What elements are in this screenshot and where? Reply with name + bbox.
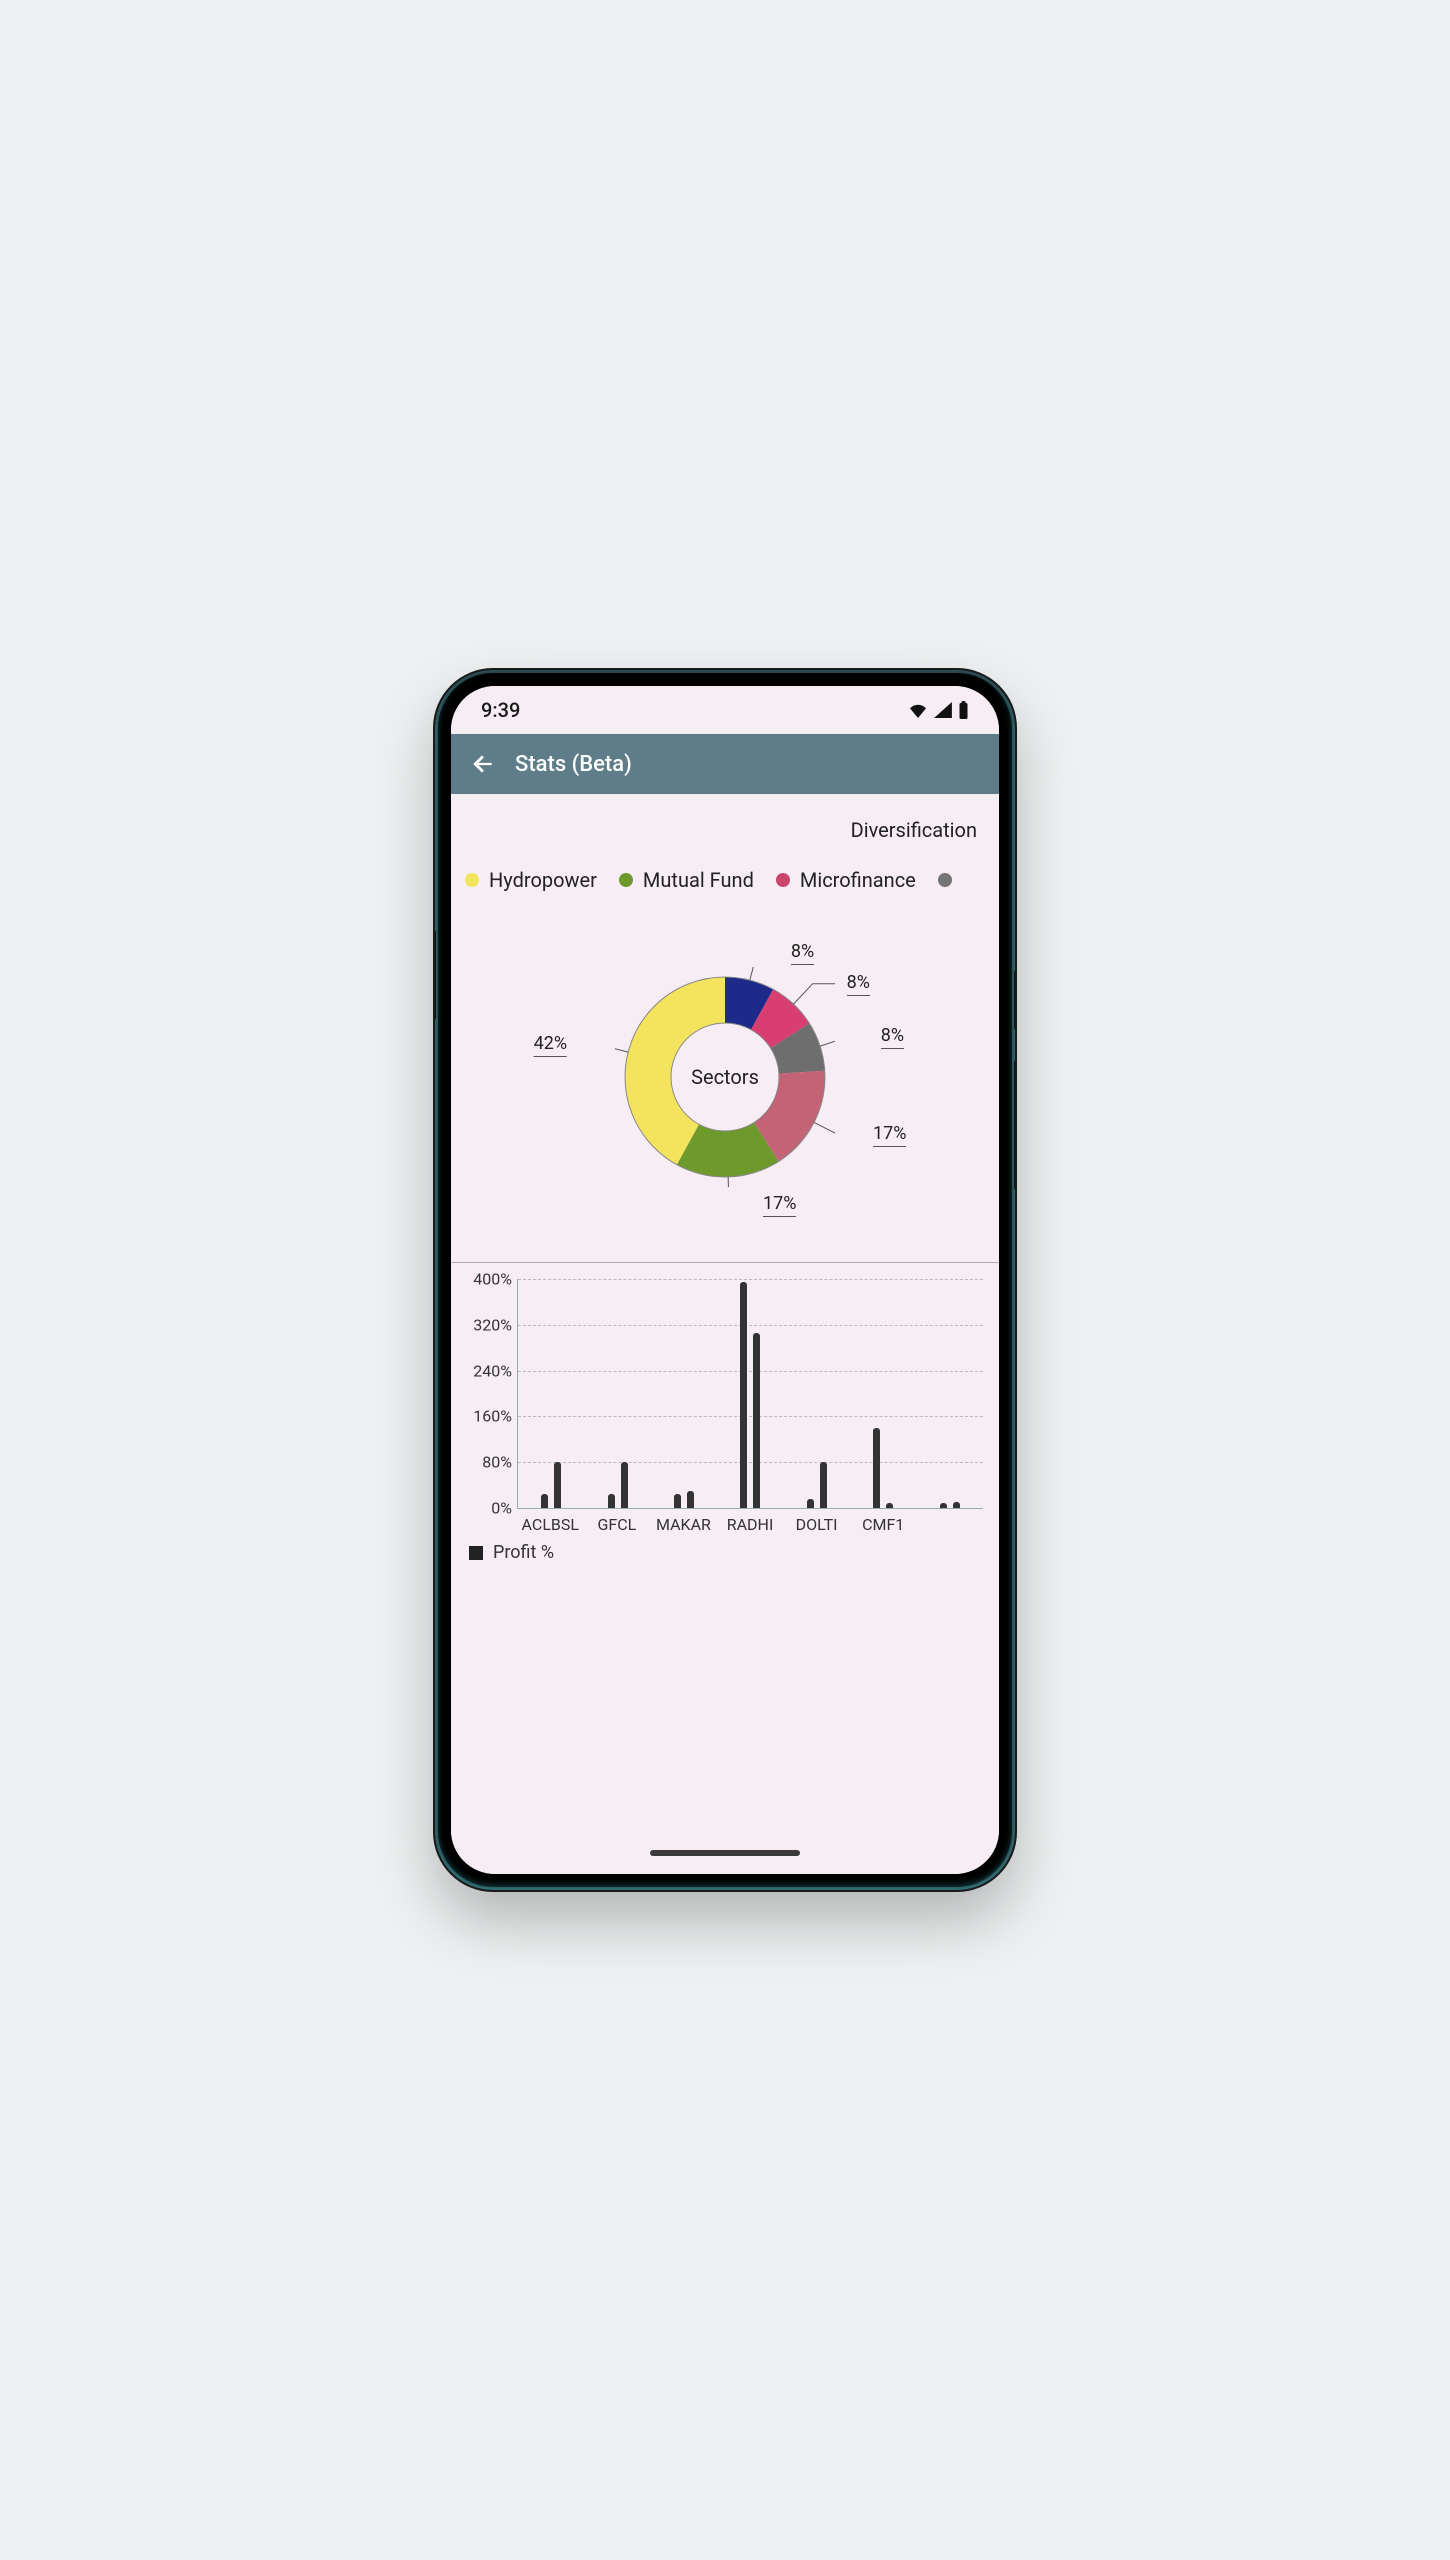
side-button-power (1014, 1060, 1015, 1190)
page-title: Stats (Beta) (515, 752, 632, 777)
bar[interactable] (953, 1502, 960, 1508)
battery-icon (958, 701, 969, 719)
x-tick: GFCL (584, 1509, 651, 1534)
back-button[interactable] (465, 746, 501, 782)
section-title: Diversification (451, 794, 999, 842)
status-time: 9:39 (481, 698, 520, 722)
status-bar: 9:39 (451, 686, 999, 734)
donut-legend: Hydropower Mutual Fund Microfinance (451, 842, 999, 892)
bar-group (584, 1279, 650, 1508)
arrow-left-icon (470, 751, 496, 777)
wifi-icon (908, 702, 928, 718)
bar[interactable] (541, 1494, 548, 1508)
x-tick: DOLTI (783, 1509, 850, 1534)
legend-label: Mutual Fund (643, 868, 754, 892)
x-tick: RADHI (717, 1509, 784, 1534)
donut-slice-label: 42% (534, 1033, 567, 1057)
x-tick: ACLBSL (517, 1509, 584, 1534)
bar-legend-label: Profit % (493, 1542, 554, 1563)
legend-item: Microfinance (776, 868, 916, 892)
bar[interactable] (554, 1462, 561, 1508)
app-bar: Stats (Beta) (451, 734, 999, 794)
bar[interactable] (873, 1428, 880, 1508)
bar-group (850, 1279, 916, 1508)
side-button-vol (1014, 970, 1015, 1030)
x-tick (916, 1509, 983, 1534)
legend-label: Microfinance (800, 868, 916, 892)
y-tick: 400% (460, 1270, 512, 1289)
donut-slice-label: 8% (881, 1025, 904, 1049)
legend-dot (465, 873, 479, 887)
bar-chart: 0%80%160%240%320%400% ACLBSLGFCLMAKARRAD… (451, 1263, 999, 1563)
bar[interactable] (807, 1499, 814, 1508)
bar[interactable] (886, 1503, 893, 1508)
bar-legend-swatch (469, 1546, 483, 1560)
bar-chart-plot: 0%80%160%240%320%400% (517, 1279, 983, 1509)
legend-dot (619, 873, 633, 887)
donut-chart: Sectors 8% 8% 8% 17% 17% 42% (451, 892, 999, 1262)
bar-x-labels: ACLBSLGFCLMAKARRADHIDOLTICMF1 (517, 1509, 983, 1534)
stage: 9:39 (313, 555, 1138, 2005)
donut-center-label: Sectors (691, 1065, 759, 1089)
legend-dot (938, 873, 952, 887)
y-tick: 240% (460, 1361, 512, 1380)
bar-group (917, 1279, 983, 1508)
donut-slice-label: 8% (791, 941, 814, 965)
bar[interactable] (621, 1462, 628, 1508)
legend-dot (776, 873, 790, 887)
phone-frame: 9:39 (435, 670, 1015, 1890)
y-tick: 0% (460, 1499, 512, 1518)
bar[interactable] (687, 1491, 694, 1508)
nav-pill[interactable] (650, 1850, 800, 1856)
y-tick: 320% (460, 1315, 512, 1334)
donut-slice-label: 17% (873, 1123, 906, 1147)
bar-group (784, 1279, 850, 1508)
x-tick: MAKAR (650, 1509, 717, 1534)
bar[interactable] (753, 1333, 760, 1508)
bar[interactable] (820, 1462, 827, 1508)
content: Diversification Hydropower Mutual Fund Mic… (451, 794, 999, 1874)
y-tick: 80% (460, 1453, 512, 1472)
bar-group (518, 1279, 584, 1508)
legend-item (938, 873, 952, 887)
legend-item: Mutual Fund (619, 868, 754, 892)
bar-legend: Profit % (461, 1534, 989, 1563)
bar[interactable] (608, 1494, 615, 1508)
legend-label: Hydropower (489, 868, 597, 892)
status-icons (908, 701, 969, 719)
bar-group (717, 1279, 783, 1508)
screen: 9:39 (451, 686, 999, 1874)
side-button-left (435, 930, 436, 1020)
bar[interactable] (740, 1282, 747, 1508)
bar-group (651, 1279, 717, 1508)
bar[interactable] (940, 1503, 947, 1508)
donut-slice-label: 17% (763, 1193, 796, 1217)
y-tick: 160% (460, 1407, 512, 1426)
bar[interactable] (674, 1494, 681, 1508)
legend-item: Hydropower (465, 868, 597, 892)
x-tick: CMF1 (850, 1509, 917, 1534)
donut-slice-label: 8% (847, 972, 870, 996)
signal-icon (934, 702, 952, 718)
